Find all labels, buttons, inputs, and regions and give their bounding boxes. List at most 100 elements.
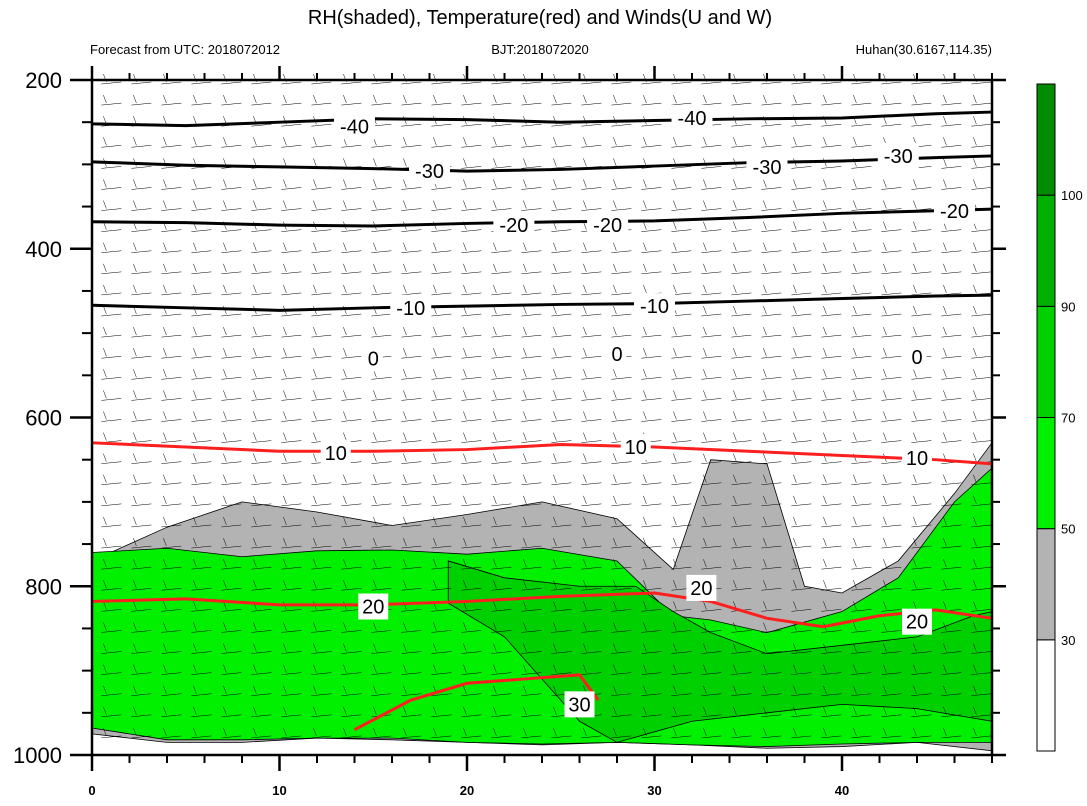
wind-barb: [131, 355, 152, 359]
wind-barb: [821, 187, 842, 190]
wind-barb-flag: [193, 263, 197, 272]
wind-barb-flag: [493, 474, 497, 483]
wind-barb: [491, 630, 512, 633]
wind-barb-flag: [373, 158, 377, 167]
wind-barb: [131, 271, 152, 275]
wind-barb: [551, 524, 572, 528]
wind-barb-flag: [163, 453, 167, 462]
wind-barb: [821, 334, 842, 338]
wind-barb: [521, 482, 542, 486]
wind-barb: [521, 651, 542, 654]
wind-barb: [821, 672, 842, 675]
wind-barb-flag: [643, 685, 647, 694]
wind-barb-flag: [253, 348, 257, 357]
wind-barb-flag: [733, 537, 737, 547]
wind-barb-flag: [193, 453, 197, 462]
wind-barb: [431, 651, 452, 654]
wind-barb-flag: [823, 664, 827, 673]
wind-barb-flag: [523, 622, 527, 631]
wind-barb: [221, 398, 242, 401]
wind-barb-flag: [313, 622, 317, 631]
wind-barb: [581, 377, 602, 380]
wind-barb-flag: [943, 263, 947, 272]
wind-barb: [161, 630, 182, 633]
wind-barb: [491, 588, 512, 591]
wind-barb-flag: [403, 622, 407, 631]
wind-barb: [311, 566, 332, 570]
wind-barb: [881, 250, 902, 253]
wind-barb: [491, 355, 512, 359]
colorbar-swatch: [1036, 528, 1056, 641]
wind-barb: [221, 419, 242, 422]
wind-barb-flag: [283, 706, 287, 715]
wind-barb-flag: [583, 643, 587, 652]
wind-barb-flag: [763, 685, 767, 694]
wind-barb-flag: [313, 706, 317, 715]
wind-barb: [311, 229, 332, 232]
wind-barb: [101, 166, 122, 169]
wind-barb: [521, 440, 542, 443]
wind-barb-flag: [613, 495, 617, 504]
contour-label-box: [902, 445, 932, 471]
wind-barb: [341, 545, 362, 549]
wind-barb: [971, 145, 992, 148]
wind-barb: [131, 630, 152, 633]
wind-barb-flag: [913, 179, 917, 188]
wind-barb-flag: [583, 432, 587, 441]
wind-barb-flag: [523, 474, 527, 483]
wind-barb: [521, 334, 542, 338]
wind-barb: [941, 313, 962, 317]
wind-barb-flag: [283, 664, 287, 673]
wind-barb-flag: [463, 664, 467, 673]
wind-barb-flag: [133, 116, 137, 125]
wind-barb: [851, 187, 872, 190]
wind-barb: [221, 651, 242, 654]
wind-barb-flag: [253, 559, 257, 568]
wind-barb: [431, 292, 452, 296]
wind-barb-flag: [733, 516, 737, 526]
wind-barb-flag: [613, 706, 617, 715]
wind-barb-flag: [313, 390, 317, 399]
wind-barb-flag: [703, 95, 707, 104]
wind-barb: [641, 461, 662, 464]
wind-barb: [431, 334, 452, 338]
colorbar-swatch: [1036, 305, 1056, 419]
wind-barb-flag: [523, 643, 527, 652]
wind-barb: [401, 566, 422, 570]
wind-barb-flag: [403, 537, 407, 547]
wind-barb-flag: [643, 664, 647, 673]
wind-barb-flag: [403, 495, 407, 504]
wind-barb: [131, 166, 152, 169]
wind-barb-flag: [433, 727, 437, 736]
wind-barb: [311, 609, 332, 612]
wind-barb: [761, 672, 782, 675]
wind-barb-flag: [493, 495, 497, 504]
wind-barb-flag: [763, 221, 767, 230]
y-tick-label: 600: [25, 406, 62, 431]
wind-barb: [491, 123, 512, 127]
wind-barb: [401, 229, 422, 232]
wind-barb-flag: [673, 495, 677, 504]
wind-barb: [251, 609, 272, 612]
wind-barb: [251, 229, 272, 232]
wind-barb: [101, 672, 122, 675]
wind-barb-flag: [253, 200, 257, 209]
wind-barb: [581, 482, 602, 486]
wind-barb: [851, 672, 872, 675]
wind-barb-flag: [103, 390, 107, 399]
wind-barb-flag: [643, 622, 647, 631]
wind-barb-flag: [793, 432, 797, 441]
wind-barb-flag: [823, 305, 827, 315]
wind-barb-flag: [313, 685, 317, 694]
wind-barb: [731, 440, 752, 443]
wind-barb-flag: [343, 242, 347, 251]
wind-barb: [761, 292, 782, 296]
wind-barb-flag: [943, 284, 947, 294]
wind-barb: [881, 377, 902, 380]
wind-barb-flag: [373, 95, 377, 104]
wind-barb: [821, 588, 842, 591]
wind-barb: [401, 145, 422, 148]
wind-barb: [821, 208, 842, 211]
wind-barb: [611, 102, 632, 106]
wind-barb: [131, 524, 152, 528]
